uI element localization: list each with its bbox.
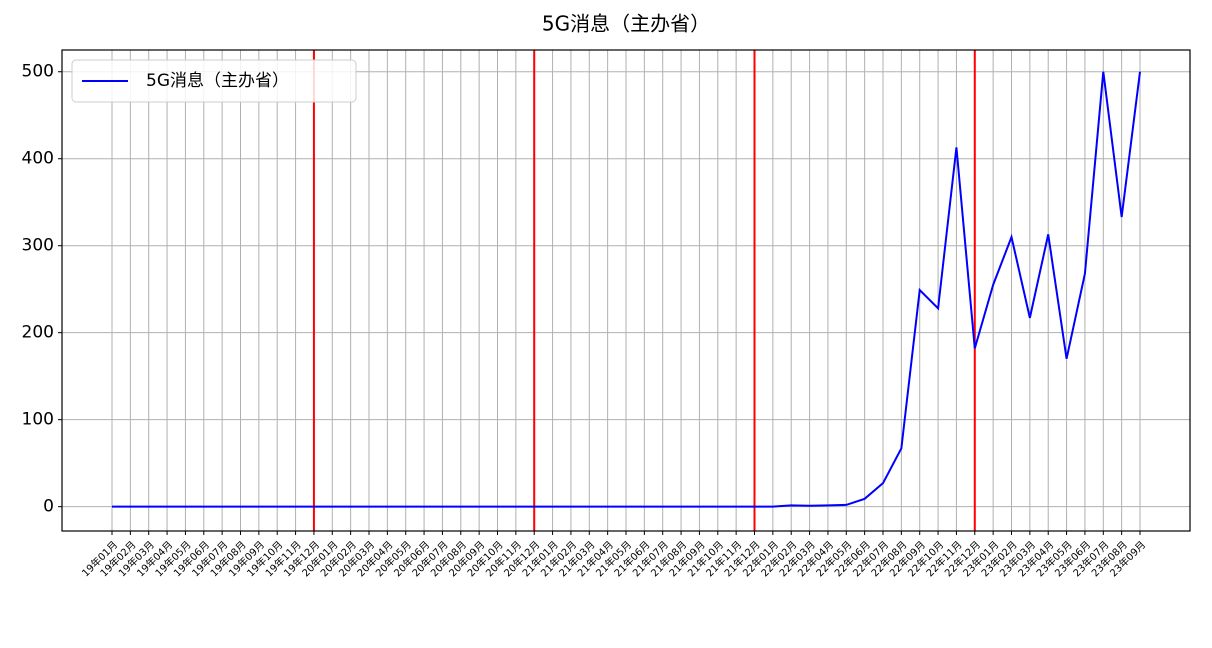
legend-label: 5G消息（主办省） xyxy=(146,71,289,91)
legend-box xyxy=(71,59,357,103)
y-tick-label: 500 xyxy=(22,62,54,82)
y-tick-label: 200 xyxy=(22,323,54,343)
data-line xyxy=(112,71,1141,508)
chart-title: 5G消息（主办省） xyxy=(542,12,710,36)
y-tick-label: 300 xyxy=(22,236,54,256)
y-tick-label: 0 xyxy=(43,497,54,517)
y-tick-label: 100 xyxy=(22,410,54,430)
y-tick-label: 400 xyxy=(22,149,54,169)
plot-frame xyxy=(61,49,1191,532)
